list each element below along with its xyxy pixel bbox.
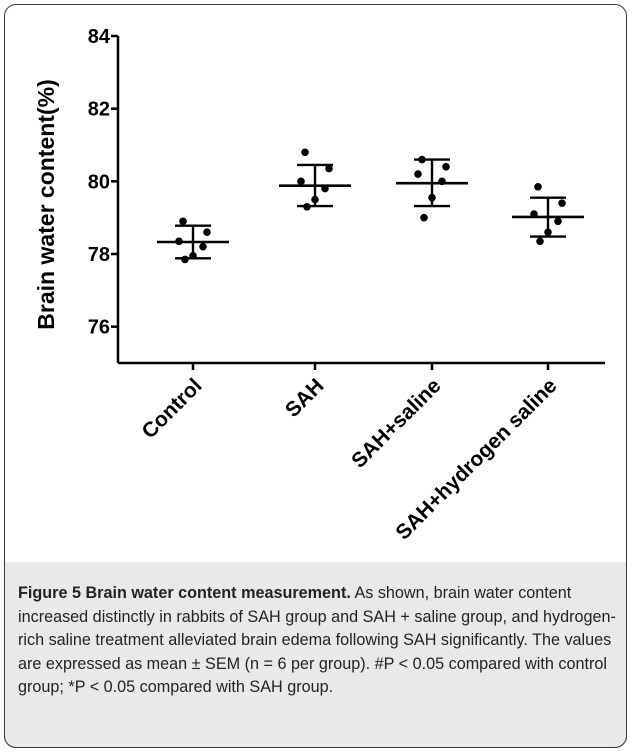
- data-point: [179, 217, 187, 226]
- figure-caption: Figure 5 Brain water content measurement…: [18, 582, 618, 700]
- x-category-label: SAH+saline: [347, 374, 445, 472]
- data-point: [420, 213, 428, 222]
- y-axis-label: Brain water content(%): [33, 79, 59, 329]
- x-category-label: Control: [137, 374, 206, 443]
- data-point: [175, 237, 183, 246]
- caption-label: Figure 5 Brain water content measurement…: [18, 584, 351, 602]
- data-point: [554, 217, 562, 226]
- data-point: [428, 193, 436, 202]
- chart-marks: [157, 148, 584, 264]
- y-tick-label: 80: [88, 171, 110, 193]
- data-point: [325, 164, 333, 173]
- y-tick-label: 78: [88, 244, 110, 266]
- data-point: [544, 228, 552, 236]
- y-tick-label: 84: [88, 26, 111, 48]
- x-category-label: SAH: [281, 374, 329, 422]
- data-point: [534, 182, 542, 191]
- data-point: [321, 184, 329, 193]
- data-point: [303, 202, 311, 211]
- data-point: [311, 195, 319, 204]
- data-point: [414, 170, 422, 178]
- caption-box: [4, 562, 627, 748]
- y-tick-label: 76: [88, 317, 110, 339]
- data-point: [536, 237, 544, 246]
- data-point: [442, 163, 450, 171]
- data-point: [530, 210, 538, 218]
- caption-text: As shown, brain water content increased …: [18, 584, 616, 696]
- data-point: [181, 255, 189, 264]
- data-point: [438, 177, 446, 186]
- data-point: [189, 252, 197, 260]
- data-point: [203, 228, 211, 236]
- data-point: [297, 177, 305, 186]
- data-point: [558, 199, 566, 207]
- y-tick-label: 82: [88, 99, 110, 121]
- data-point: [418, 155, 426, 164]
- data-point: [301, 148, 309, 157]
- data-point: [199, 242, 207, 251]
